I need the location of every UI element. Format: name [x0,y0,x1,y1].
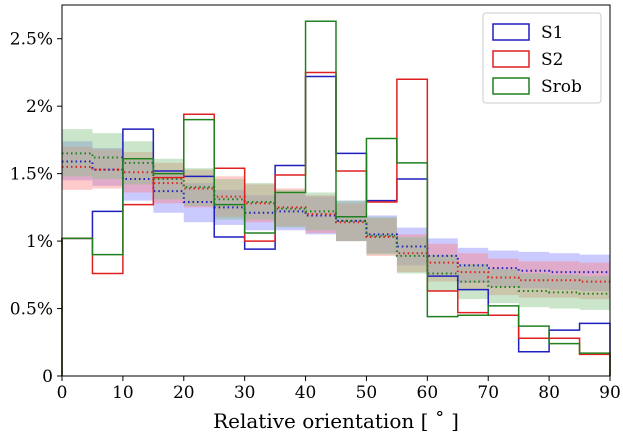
srob-histogram-step [61,20,611,376]
legend-label-srob: Srob [541,77,582,97]
s1-band-bin-2 [122,160,154,201]
plot-area [61,20,611,376]
legend-label-s2: S2 [541,50,563,70]
y-axis: 0 0.5% 1% 1.5% 2% 2.5% [10,30,62,387]
y-tick-label-1: 0.5% [10,300,53,320]
x-tick-label-40: 40 [295,383,317,403]
x-tick-label-30: 30 [234,383,256,403]
s2-band-bin-14 [488,258,519,296]
legend-swatch-s1 [492,23,530,41]
s2-band-bin-10 [366,218,397,256]
legend-swatch-srob [492,77,530,95]
legend: S1 S2 Srob [482,12,602,104]
y-tick-label-2: 1% [26,232,53,252]
y-tick-label-4: 2% [26,97,53,117]
y-tick-label-5: 2.5% [10,30,53,50]
s2-band-bin-7 [275,188,306,227]
x-axis-label: Relative orientation [ ˚ ] [213,409,459,433]
legend-box [482,12,602,104]
s2-band-bin-13 [457,253,489,290]
x-tick-label-70: 70 [477,383,499,403]
y-tick-label-3: 1.5% [10,165,53,185]
x-tick-label-80: 80 [538,383,560,403]
legend-swatch-s2 [492,50,530,68]
srob-random-mean-line [62,152,610,295]
s1-random-mean-line [62,160,610,274]
y-tick-label-0: 0 [42,367,53,387]
x-tick-label-50: 50 [356,383,378,403]
x-axis: 0 10 20 30 40 50 60 70 80 90 [57,376,621,403]
x-tick-label-10: 10 [112,383,134,403]
x-tick-label-60: 60 [417,383,439,403]
plot-frame [61,4,611,377]
srob-band-bin-1 [92,133,123,180]
x-tick-label-0: 0 [57,383,68,403]
s1-band-bin-1 [92,148,123,186]
x-tick-label-90: 90 [599,383,621,403]
legend-label-s1: S1 [541,23,563,43]
histogram-steps [61,20,611,376]
x-tick-label-20: 20 [173,383,195,403]
